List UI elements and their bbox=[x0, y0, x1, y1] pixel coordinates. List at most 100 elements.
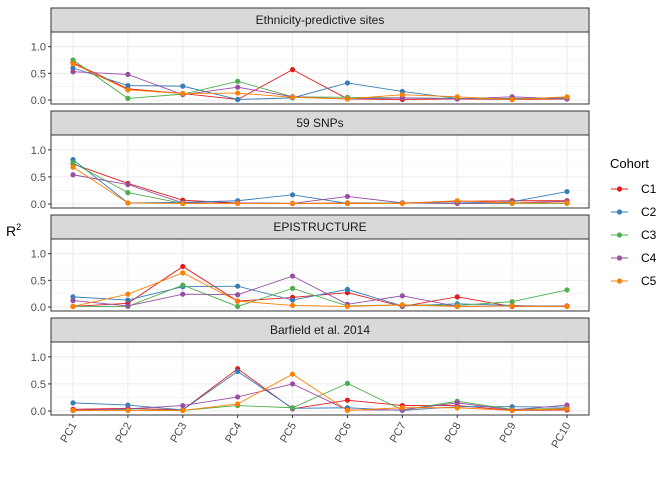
legend-label: C4 bbox=[641, 251, 657, 265]
data-point-c2 bbox=[289, 297, 296, 303]
x-tick-label: PC5 bbox=[278, 421, 299, 446]
y-tick-label: 0.5 bbox=[31, 68, 46, 80]
data-point-c4 bbox=[70, 172, 76, 178]
data-point-c5 bbox=[564, 406, 570, 412]
panel-strip bbox=[50, 317, 590, 343]
data-point-c3 bbox=[125, 95, 131, 101]
data-point-c5 bbox=[454, 94, 460, 100]
y-tick-label: 0.5 bbox=[31, 172, 46, 184]
data-point-c5 bbox=[564, 94, 570, 100]
panel-title: EPISTRUCTURE bbox=[273, 220, 366, 234]
series-line-c4 bbox=[72, 174, 568, 204]
panel-border bbox=[50, 238, 590, 312]
data-point-c4 bbox=[125, 303, 131, 309]
x-axis: PC1 PC2 PC3 PC4 PC5 PC6 PC7 PC8 PC9 PC10 bbox=[59, 415, 574, 450]
legend-item: C3 bbox=[611, 228, 657, 242]
data-point-c5 bbox=[454, 405, 460, 411]
data-point-c5 bbox=[399, 92, 405, 98]
data-point-c4 bbox=[454, 400, 460, 406]
data-point-c5 bbox=[235, 401, 241, 407]
y-tick-label: 0.5 bbox=[31, 379, 46, 391]
data-point-c2 bbox=[125, 83, 131, 89]
data-point-c3 bbox=[125, 190, 131, 196]
data-point-c5 bbox=[70, 303, 76, 310]
data-point-c5 bbox=[235, 298, 241, 304]
data-point-c4 bbox=[344, 193, 351, 200]
y-tick-label: 0.0 bbox=[31, 95, 46, 107]
legend-item: C4 bbox=[611, 251, 657, 265]
legend-key-point bbox=[616, 232, 623, 238]
data-point-c4 bbox=[289, 381, 296, 387]
panel-strip bbox=[50, 110, 590, 136]
data-point-c4 bbox=[399, 293, 405, 299]
x-tick-label: PC9 bbox=[498, 421, 519, 446]
data-point-c3 bbox=[70, 57, 76, 63]
y-tick-label: 1.0 bbox=[31, 352, 46, 364]
data-point-c5 bbox=[509, 303, 515, 309]
data-point-c1 bbox=[344, 397, 351, 403]
data-point-c5 bbox=[344, 407, 351, 414]
data-point-c3 bbox=[289, 285, 296, 291]
data-point-c5 bbox=[70, 407, 76, 414]
data-point-c5 bbox=[235, 90, 241, 96]
data-point-c5 bbox=[509, 96, 515, 103]
y-tick-label: 1.0 bbox=[31, 42, 46, 54]
panel-background bbox=[51, 32, 589, 104]
data-point-c2 bbox=[344, 80, 351, 86]
panel: 59 SNPs 0.0 0.5 1.0 bbox=[31, 110, 590, 211]
panel: Ethnicity-predictive sites 0.0 0.5 1.0 bbox=[31, 7, 590, 107]
y-axis-label: R2 bbox=[6, 222, 21, 239]
series-line-c3 bbox=[73, 284, 568, 307]
data-point-c4 bbox=[289, 273, 296, 279]
data-point-c5 bbox=[399, 302, 405, 308]
data-point-c5 bbox=[125, 291, 131, 297]
data-point-c3 bbox=[509, 299, 515, 305]
data-point-c4 bbox=[180, 291, 186, 297]
data-point-c5 bbox=[289, 371, 296, 377]
legend-label: C1 bbox=[641, 182, 657, 196]
data-point-c2 bbox=[70, 65, 76, 71]
data-point-c4 bbox=[564, 402, 570, 408]
panel-border bbox=[50, 134, 590, 209]
series-line-c5 bbox=[72, 166, 567, 204]
y-tick-label: 0.0 bbox=[31, 302, 46, 314]
panel-border bbox=[50, 341, 590, 416]
series-line-c1 bbox=[72, 62, 568, 100]
panel-border bbox=[50, 31, 590, 105]
series-line-c4 bbox=[72, 383, 568, 411]
series-line-c3 bbox=[72, 59, 568, 100]
x-tick-label: PC6 bbox=[333, 421, 354, 446]
y-tick-label: 0.5 bbox=[31, 275, 46, 287]
series-line-c5 bbox=[73, 373, 568, 411]
data-point-c5 bbox=[235, 200, 241, 207]
x-tick-label: PC7 bbox=[388, 421, 409, 446]
data-point-c5 bbox=[399, 405, 405, 411]
y-tick-label: 1.0 bbox=[31, 145, 46, 157]
data-point-c3 bbox=[289, 405, 296, 411]
data-point-c4 bbox=[235, 84, 241, 90]
data-point-c5 bbox=[180, 407, 186, 414]
legend-label: C2 bbox=[641, 205, 657, 219]
data-point-c2 bbox=[235, 283, 241, 289]
data-point-c2 bbox=[70, 400, 76, 406]
x-tick-label: PC10 bbox=[549, 421, 573, 451]
data-point-c5 bbox=[70, 61, 76, 67]
legend-key-point bbox=[616, 278, 623, 284]
data-point-c2 bbox=[235, 96, 241, 103]
y-tick-label: 1.0 bbox=[31, 249, 46, 261]
data-point-c5 bbox=[125, 407, 131, 414]
legend-key-point bbox=[616, 186, 623, 192]
series-line-c5 bbox=[72, 272, 568, 307]
data-point-c2 bbox=[180, 83, 186, 89]
data-point-c5 bbox=[564, 303, 570, 310]
data-point-c5 bbox=[564, 200, 570, 206]
legend-label: C5 bbox=[641, 274, 657, 288]
data-point-c5 bbox=[509, 407, 515, 414]
data-point-c2 bbox=[125, 297, 131, 303]
panel-background bbox=[51, 135, 589, 208]
panel-title: 59 SNPs bbox=[296, 116, 343, 130]
legend-key-point bbox=[616, 209, 623, 215]
data-point-c4 bbox=[235, 394, 241, 400]
